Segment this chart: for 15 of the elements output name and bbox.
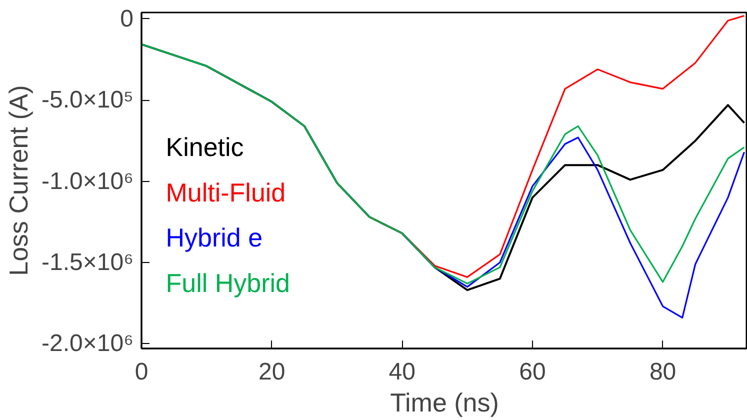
text: Multi-Fluid [166, 177, 286, 208]
y-tick-label: -5.0×10⁵ [41, 86, 134, 114]
x-axis-title: Time (ns) [390, 388, 499, 418]
x-tick-label: 60 [519, 358, 546, 386]
y-tick-label: 0 [120, 5, 134, 32]
y-tick-label: -2.0×10⁶ [42, 330, 134, 358]
x-tick-label: 80 [649, 358, 676, 386]
x-tick-label: 20 [258, 358, 286, 386]
y-axis-title: Loss Current (A) [3, 85, 34, 276]
y-tick-label: -1.5×10⁶ [42, 248, 134, 276]
y-tick-label: -1.0×10⁶ [42, 168, 134, 195]
series-label: Kinetic [166, 132, 244, 162]
text: Hybrid e [166, 222, 263, 253]
x-tick-label: 40 [388, 358, 416, 386]
text: Full Hybrid [166, 268, 290, 298]
